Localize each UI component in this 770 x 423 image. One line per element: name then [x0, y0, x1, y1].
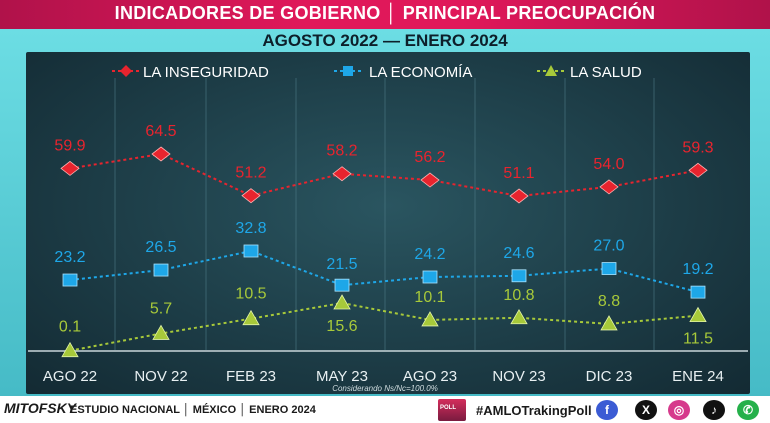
data-label-la-economia-4: 24.2 — [414, 246, 445, 263]
legend-label-la-economia: LA ECONOMÍA — [369, 64, 472, 81]
data-point-la-inseguridad-4 — [420, 172, 440, 188]
legend-label-la-salud: LA SALUD — [570, 64, 642, 81]
data-point-la-salud-5 — [510, 308, 528, 325]
data-point-la-inseguridad-6 — [599, 179, 619, 195]
title-bar: INDICADORES DE GOBIERNO │ PRINCIPAL PREO… — [0, 0, 770, 29]
data-point-la-inseguridad-3 — [332, 166, 352, 182]
data-label-la-economia-6: 27.0 — [593, 238, 624, 255]
data-label-la-salud-4: 10.1 — [414, 289, 445, 306]
data-label-la-economia-7: 19.2 — [682, 261, 713, 278]
data-point-la-salud-6 — [600, 315, 618, 331]
footnote-text: Considerando Ns/Nc=100.0% — [332, 384, 438, 393]
data-label-la-economia-5: 24.6 — [503, 245, 534, 262]
data-label-la-inseguridad-4: 56.2 — [414, 149, 445, 166]
data-label-la-inseguridad-0: 59.9 — [54, 137, 85, 154]
data-point-la-economia-0 — [62, 273, 78, 287]
data-label-la-economia-0: 23.2 — [54, 249, 85, 266]
data-label-la-salud-3: 15.6 — [326, 318, 357, 335]
facebook-icon[interactable]: f — [596, 400, 618, 420]
data-point-la-inseguridad-0 — [60, 160, 80, 176]
data-label-la-salud-1: 5.7 — [150, 300, 172, 317]
date-range-subtitle: AGOSTO 2022 — ENERO 2024 — [262, 31, 508, 50]
data-label-la-economia-3: 21.5 — [326, 256, 357, 273]
data-label-la-salud-5: 10.8 — [503, 287, 534, 304]
poll-badge-label: POLL — [440, 405, 456, 411]
data-point-la-economia-2 — [243, 244, 259, 258]
x-tick-label-6: DIC 23 — [586, 368, 633, 385]
x-tick-label-3: MAY 23 — [316, 368, 368, 385]
data-label-la-salud-7: 11.5 — [683, 331, 713, 348]
data-label-la-inseguridad-2: 51.2 — [235, 165, 266, 182]
data-point-la-inseguridad-7 — [688, 162, 708, 178]
series-line-la-economia — [69, 249, 699, 294]
data-point-la-salud-1 — [152, 324, 170, 340]
page-title: INDICADORES DE GOBIERNO │ PRINCIPAL PREO… — [114, 3, 656, 23]
data-label-la-inseguridad-3: 58.2 — [326, 143, 357, 160]
data-point-la-economia-4 — [422, 270, 438, 284]
data-point-la-inseguridad-2 — [241, 188, 261, 204]
data-point-la-salud-0 — [61, 341, 79, 358]
x-tick-label-1: NOV 22 — [134, 368, 187, 385]
data-point-la-inseguridad-1 — [151, 146, 171, 162]
chart-panel — [26, 52, 750, 394]
mitofsky-logo: MITOFSKY — [4, 400, 77, 416]
x-tick-label-0: AGO 22 — [43, 368, 97, 385]
data-label-la-salud-6: 8.8 — [598, 293, 620, 310]
data-point-la-economia-3 — [334, 278, 350, 292]
x-twitter-icon[interactable]: X — [635, 400, 657, 420]
data-point-la-economia-7 — [690, 285, 706, 299]
hashtag-link[interactable]: #AMLOTrakingPoll — [476, 403, 592, 418]
data-label-la-inseguridad-6: 54.0 — [593, 156, 624, 173]
data-point-la-economia-5 — [511, 269, 527, 283]
data-point-la-salud-4 — [421, 311, 439, 327]
data-label-la-salud-0: 0.1 — [59, 319, 81, 336]
data-label-la-economia-2: 32.8 — [235, 220, 266, 237]
poll-badge-logo: POLL — [438, 399, 466, 421]
legend-marker-la-inseguridad — [120, 65, 132, 77]
data-point-la-economia-6 — [601, 262, 617, 275]
data-label-la-economia-1: 26.5 — [145, 239, 176, 256]
instagram-icon[interactable]: ◎ — [668, 400, 690, 420]
x-tick-label-5: NOV 23 — [492, 368, 545, 385]
data-point-la-salud-3 — [333, 294, 351, 310]
x-tick-label-2: FEB 23 — [226, 368, 276, 385]
legend-label-la-inseguridad: LA INSEGURIDAD — [143, 64, 269, 81]
data-point-la-salud-2 — [242, 309, 260, 326]
x-tick-label-7: ENE 24 — [672, 368, 724, 385]
legend-marker-la-economia — [343, 66, 353, 76]
legend-marker-la-salud — [545, 65, 557, 76]
data-label-la-inseguridad-7: 59.3 — [682, 139, 713, 156]
data-label-la-salud-2: 10.5 — [235, 286, 266, 303]
data-point-la-inseguridad-5 — [509, 188, 529, 204]
series-line-la-salud — [69, 301, 699, 352]
tiktok-icon[interactable]: ♪ — [703, 400, 725, 420]
data-label-la-inseguridad-5: 51.1 — [503, 165, 534, 182]
study-info: ESTUDIO NACIONAL │ MÉXICO │ ENERO 2024 — [70, 404, 316, 416]
data-point-la-salud-7 — [689, 306, 707, 323]
series-line-la-inseguridad — [69, 152, 699, 198]
data-label-la-inseguridad-1: 64.5 — [145, 123, 176, 140]
x-tick-label-4: AGO 23 — [403, 368, 457, 385]
data-point-la-economia-1 — [153, 263, 169, 277]
whatsapp-icon[interactable]: ✆ — [737, 400, 759, 420]
